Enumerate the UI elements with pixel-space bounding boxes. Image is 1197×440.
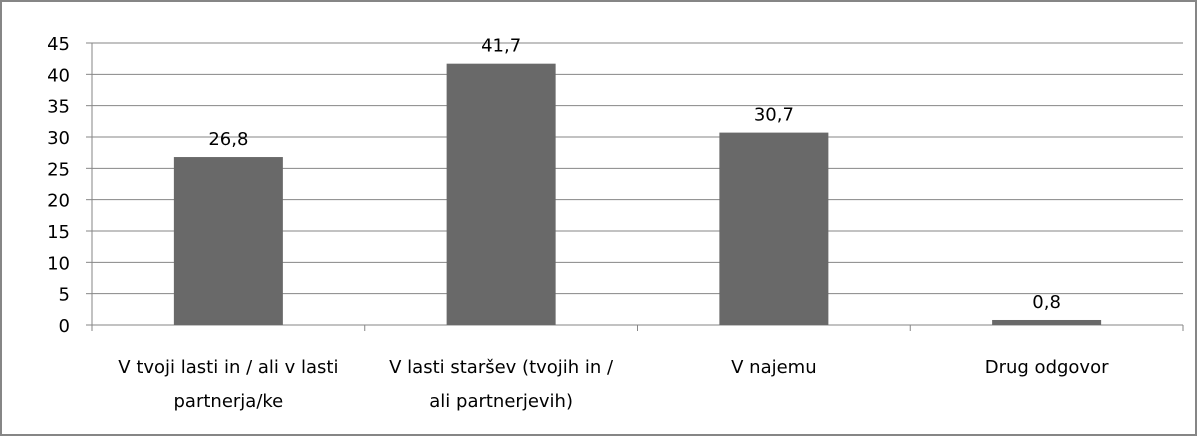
category-label: partnerja/ke (174, 391, 284, 412)
y-tick-label: 45 (47, 34, 70, 55)
y-tick-label: 5 (59, 285, 70, 306)
y-tick-label: 20 (47, 191, 70, 212)
y-tick-label: 10 (47, 253, 70, 274)
bar (992, 319, 1102, 325)
category-label: Drug odgovor (985, 357, 1109, 378)
data-label: 30,7 (754, 105, 794, 126)
y-tick-label: 30 (47, 128, 70, 149)
bar (446, 63, 556, 326)
y-tick-label: 25 (47, 159, 70, 180)
category-label: ali partnerjevih) (429, 391, 573, 412)
bars (173, 63, 1102, 326)
category-label: V lasti staršev (tvojih in / (389, 357, 614, 378)
y-tick-label: 15 (47, 222, 70, 243)
bar (173, 157, 283, 325)
data-label: 41,7 (481, 36, 521, 57)
labels: 0 5 10 15 20 25 30 35 40 45 26,8 V tvoji lasti in /… (47, 34, 1109, 412)
bar (719, 132, 829, 325)
data-label: 26,8 (208, 129, 248, 150)
y-tick-label: 35 (47, 97, 70, 118)
category-label: V najemu (731, 357, 817, 378)
y-tick-label: 40 (47, 65, 70, 86)
y-tick-label: 0 (59, 316, 70, 337)
data-label: 0,8 (1032, 292, 1061, 313)
category-label: V tvoji lasti in / ali v lasti (118, 357, 338, 378)
